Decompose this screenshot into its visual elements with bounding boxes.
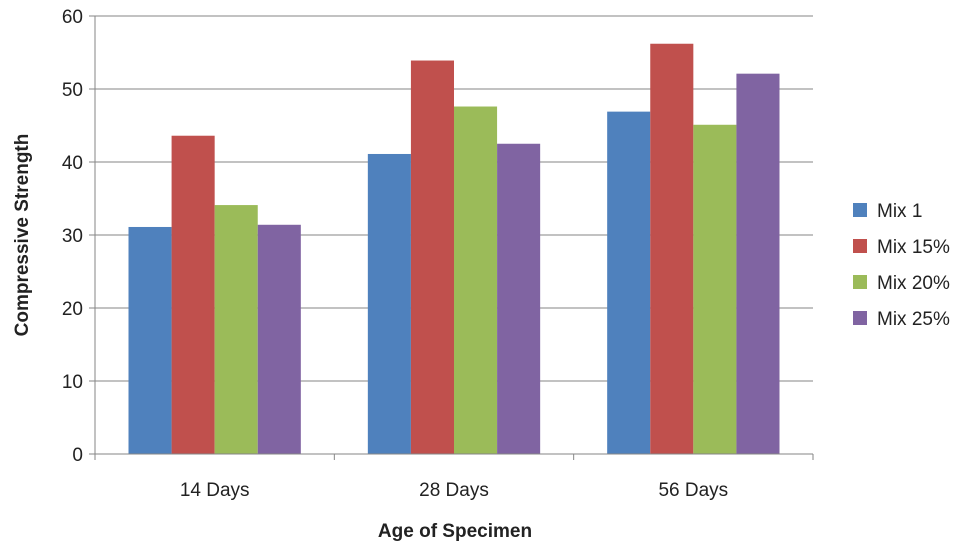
legend-label: Mix 25%: [877, 309, 950, 330]
y-axis-title: Compressive Strength: [12, 134, 33, 337]
bar-mix-1-0: [128, 226, 172, 454]
bar-mix-20--1: [454, 106, 498, 455]
bar-mix-20--2: [693, 124, 737, 455]
y-tick-label: 20: [62, 299, 83, 320]
bar-mix-25--2: [736, 73, 780, 455]
axes: 0 10 20 30 40 50 60 14 Days 28 Days 56 Days: [62, 7, 814, 501]
x-tick-label: 14 Days: [180, 480, 250, 501]
bar-mix-1-1: [367, 153, 411, 454]
legend-label: Mix 15%: [877, 237, 950, 258]
y-tick-label: 30: [62, 226, 83, 247]
bar-mix-25--0: [257, 224, 301, 454]
y-tick-label: 40: [62, 153, 83, 174]
legend-swatch: [853, 203, 867, 217]
y-tick-label: 10: [62, 372, 83, 393]
y-tick-label: 0: [72, 445, 83, 466]
legend: Mix 1 Mix 15% Mix 20% Mix 25%: [853, 201, 950, 330]
y-tick-label: 60: [62, 7, 83, 28]
bar-mix-25--1: [497, 143, 541, 454]
bar-mix-15--0: [171, 135, 215, 454]
x-tick-label: 28 Days: [419, 480, 489, 501]
x-axis-title: Age of Specimen: [378, 521, 532, 542]
bars: [128, 43, 780, 455]
x-tick-label: 56 Days: [658, 480, 728, 501]
y-tick-label: 50: [62, 80, 83, 101]
legend-label: Mix 20%: [877, 273, 950, 294]
legend-label: Mix 1: [877, 201, 922, 222]
legend-swatch: [853, 311, 867, 325]
bar-mix-1-2: [607, 111, 651, 454]
bar-mix-15--1: [410, 60, 454, 454]
legend-swatch: [853, 239, 867, 253]
bar-mix-15--2: [650, 43, 694, 455]
bar-mix-20--0: [214, 205, 258, 454]
legend-swatch: [853, 275, 867, 289]
